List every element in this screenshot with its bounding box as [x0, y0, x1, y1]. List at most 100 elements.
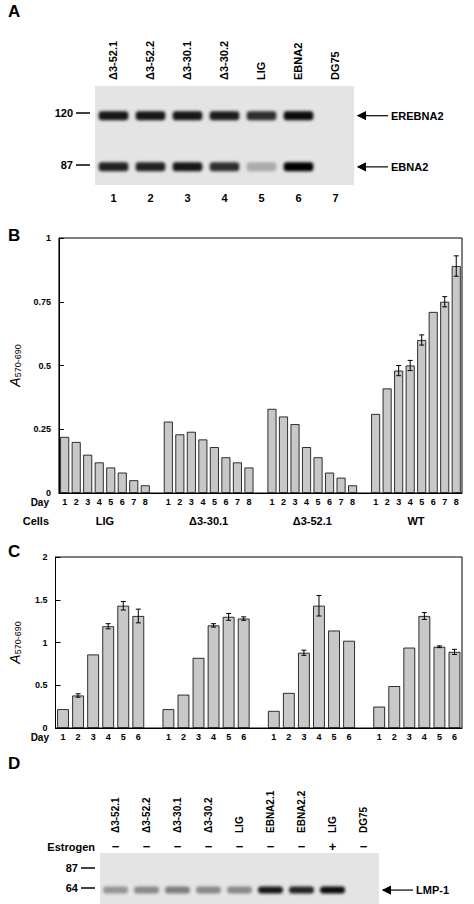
svg-text:87: 87 [66, 862, 78, 874]
svg-text:1.5: 1.5 [35, 595, 48, 605]
svg-text:EBNA2: EBNA2 [391, 161, 428, 173]
svg-text:−: − [143, 839, 151, 854]
svg-text:Day: Day [31, 732, 50, 743]
svg-text:1: 1 [269, 497, 274, 507]
svg-text:−: − [174, 839, 182, 854]
svg-text:−: − [236, 839, 244, 854]
svg-text:4: 4 [316, 732, 321, 742]
svg-text:3: 3 [85, 497, 90, 507]
svg-text:Δ3-30.2: Δ3-30.2 [203, 797, 214, 833]
svg-text:EREBNA2: EREBNA2 [391, 110, 444, 122]
svg-text:A: A [7, 654, 23, 664]
svg-text:7: 7 [339, 497, 344, 507]
svg-text:Δ3-30.1: Δ3-30.1 [189, 515, 228, 527]
svg-text:5: 5 [332, 732, 337, 742]
svg-text:120: 120 [55, 107, 73, 119]
svg-text:LIG: LIG [327, 816, 338, 833]
svg-text:5: 5 [108, 497, 113, 507]
svg-text:5: 5 [226, 732, 231, 742]
svg-text:LIG: LIG [234, 816, 245, 833]
svg-text:LIG: LIG [96, 515, 114, 527]
svg-text:Δ3-52.2: Δ3-52.2 [141, 797, 152, 833]
svg-text:2: 2 [281, 497, 286, 507]
svg-text:8: 8 [143, 497, 148, 507]
svg-text:Δ3-52.1: Δ3-52.1 [293, 515, 332, 527]
svg-text:64: 64 [66, 882, 79, 894]
svg-text:1: 1 [373, 497, 378, 507]
svg-text:570-690: 570-690 [13, 621, 23, 654]
svg-text:7: 7 [442, 497, 447, 507]
svg-text:4: 4 [106, 732, 111, 742]
svg-text:A: A [7, 377, 23, 387]
svg-text:1: 1 [42, 638, 47, 648]
svg-text:4: 4 [200, 497, 205, 507]
svg-text:6: 6 [223, 497, 228, 507]
svg-text:2: 2 [181, 732, 186, 742]
svg-text:2: 2 [392, 732, 397, 742]
svg-text:1: 1 [46, 233, 51, 243]
svg-text:2: 2 [147, 192, 153, 204]
svg-text:2: 2 [385, 497, 390, 507]
svg-text:Δ3-52.1: Δ3-52.1 [107, 41, 119, 80]
svg-text:87: 87 [61, 159, 73, 171]
svg-text:5: 5 [316, 497, 321, 507]
svg-text:0: 0 [42, 723, 47, 733]
svg-text:1: 1 [377, 732, 382, 742]
svg-text:4: 4 [211, 732, 216, 742]
svg-text:EBNA2: EBNA2 [292, 43, 304, 80]
svg-text:6: 6 [452, 732, 457, 742]
svg-text:+: + [329, 839, 337, 854]
svg-text:1: 1 [166, 497, 171, 507]
svg-text:3: 3 [91, 732, 96, 742]
svg-text:0.25: 0.25 [33, 424, 51, 434]
svg-text:DG75: DG75 [329, 51, 341, 80]
svg-text:6: 6 [431, 497, 436, 507]
svg-text:−: − [205, 839, 213, 854]
svg-text:2: 2 [177, 497, 182, 507]
svg-text:7: 7 [332, 192, 338, 204]
svg-text:2: 2 [74, 497, 79, 507]
svg-text:7: 7 [131, 497, 136, 507]
svg-text:1: 1 [271, 732, 276, 742]
svg-text:3: 3 [189, 497, 194, 507]
svg-text:4: 4 [304, 497, 309, 507]
svg-text:−: − [267, 839, 275, 854]
svg-text:3: 3 [396, 497, 401, 507]
svg-text:Estrogen: Estrogen [47, 841, 95, 853]
svg-text:5: 5 [258, 192, 264, 204]
svg-text:5: 5 [419, 497, 424, 507]
svg-text:Δ3-52.2: Δ3-52.2 [144, 41, 156, 80]
svg-text:6: 6 [347, 732, 352, 742]
svg-text:6: 6 [120, 497, 125, 507]
svg-text:1: 1 [166, 732, 171, 742]
svg-text:Δ3-30.2: Δ3-30.2 [218, 41, 230, 80]
svg-text:0.75: 0.75 [33, 297, 51, 307]
svg-text:4: 4 [97, 497, 102, 507]
svg-text:6: 6 [295, 192, 301, 204]
svg-text:Cells: Cells [23, 515, 49, 527]
svg-text:6: 6 [241, 732, 246, 742]
svg-text:3: 3 [293, 497, 298, 507]
svg-text:3: 3 [407, 732, 412, 742]
svg-text:4: 4 [221, 192, 228, 204]
svg-text:8: 8 [350, 497, 355, 507]
svg-text:5: 5 [437, 732, 442, 742]
svg-text:Δ3-52.1: Δ3-52.1 [110, 797, 121, 833]
svg-text:8: 8 [246, 497, 251, 507]
svg-text:LMP-1: LMP-1 [416, 884, 449, 896]
svg-text:570-690: 570-690 [13, 344, 23, 377]
svg-text:3: 3 [301, 732, 306, 742]
svg-text:2: 2 [42, 552, 47, 562]
svg-text:Day: Day [31, 497, 50, 508]
svg-text:2: 2 [76, 732, 81, 742]
svg-text:3: 3 [184, 192, 190, 204]
svg-text:1: 1 [61, 732, 66, 742]
svg-text:Δ3-30.1: Δ3-30.1 [172, 797, 183, 833]
svg-text:EBNA2.1: EBNA2.1 [265, 790, 276, 833]
svg-text:0: 0 [46, 488, 51, 498]
svg-text:0.5: 0.5 [35, 680, 48, 690]
svg-text:7: 7 [235, 497, 240, 507]
svg-text:3: 3 [196, 732, 201, 742]
svg-text:EBNA2.2: EBNA2.2 [296, 790, 307, 833]
svg-text:−: − [360, 839, 368, 854]
